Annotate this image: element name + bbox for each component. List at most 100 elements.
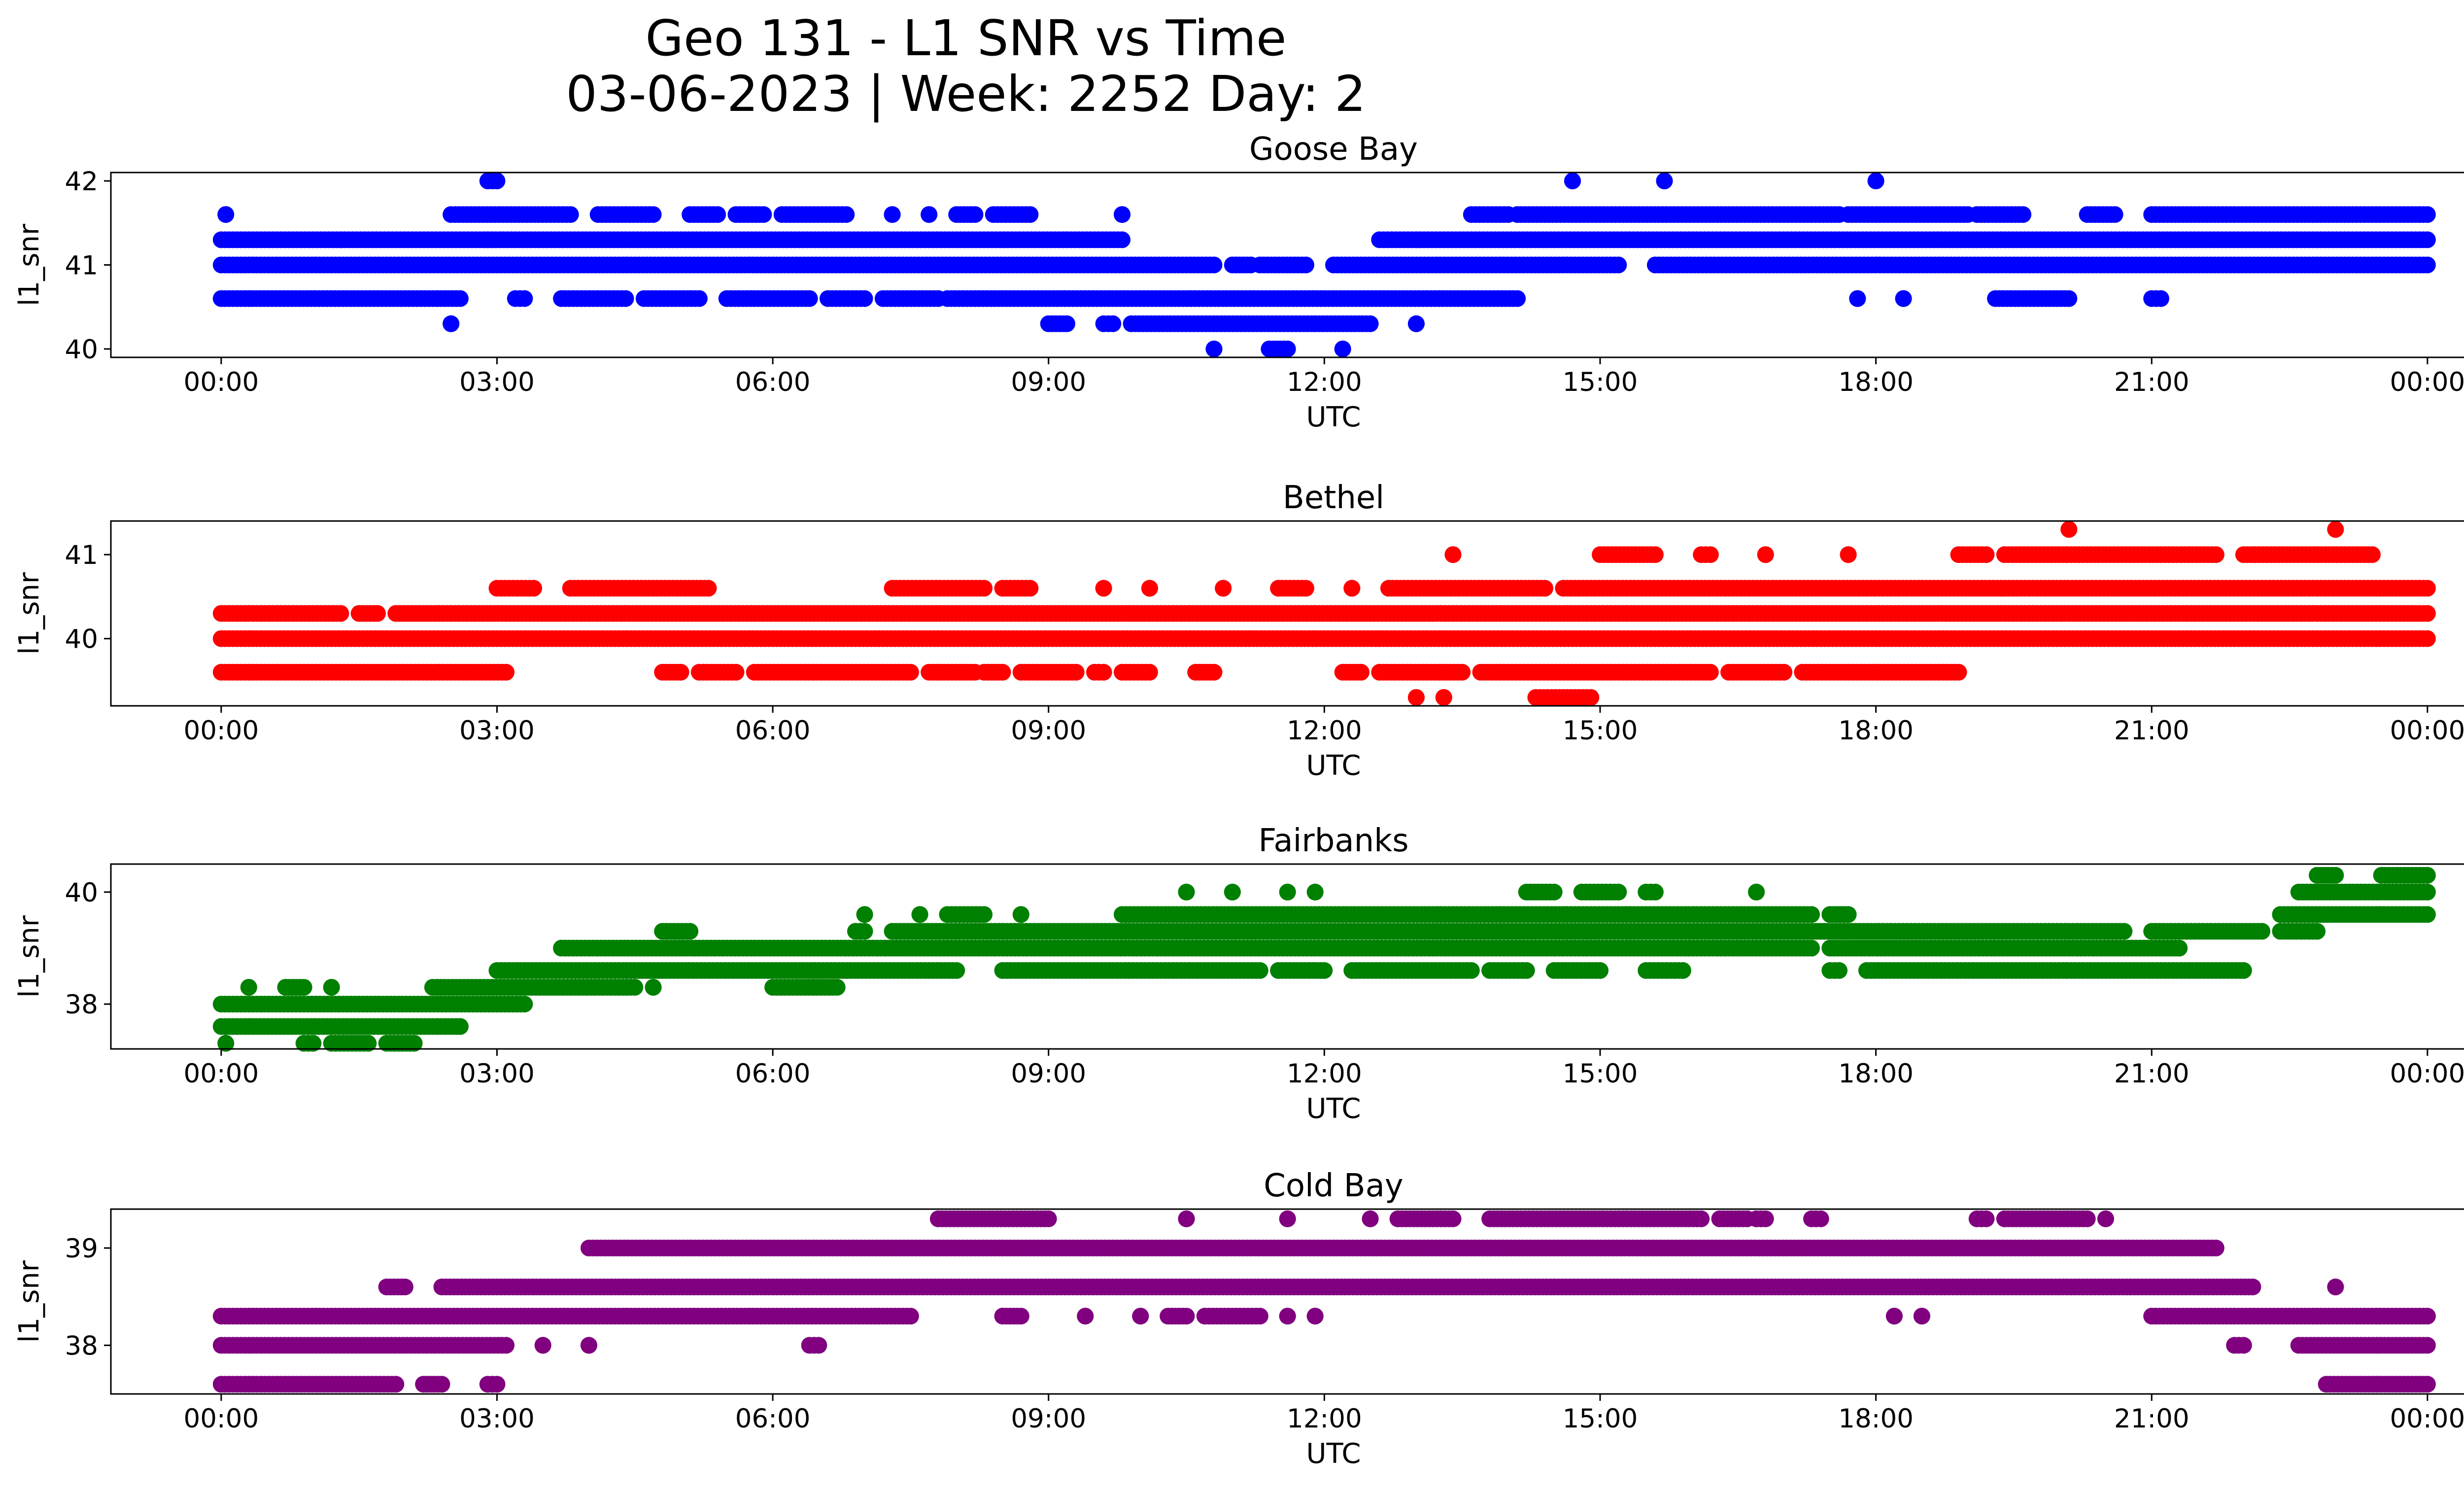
data-point (856, 290, 873, 307)
panel-title: Bethel (1283, 480, 1384, 516)
data-point (2327, 521, 2344, 538)
data-point (525, 580, 543, 597)
data-point (1095, 580, 1112, 597)
data-point (1435, 689, 1452, 706)
data-point (1022, 580, 1039, 597)
data-point (2235, 962, 2252, 979)
data-point (1803, 939, 1820, 957)
data-point (323, 979, 340, 996)
data-point (727, 663, 745, 681)
data-point (856, 923, 873, 940)
data-point (1362, 315, 1379, 332)
data-point (1656, 173, 1673, 189)
x-tick-label: 00:00 (183, 367, 259, 397)
x-tick-label: 15:00 (1563, 367, 1638, 397)
x-tick-label: 18:00 (1838, 716, 1914, 746)
data-point (966, 206, 984, 223)
data-point (1610, 256, 1627, 274)
data-point (562, 206, 579, 223)
data-point (617, 290, 634, 307)
data-point (976, 580, 993, 597)
x-tick-label: 03:00 (459, 716, 535, 746)
data-point (1114, 231, 1130, 248)
data-point (1407, 315, 1425, 332)
panel-title: Fairbanks (1258, 823, 1408, 859)
data-point (1950, 663, 1967, 681)
data-point (1067, 663, 1085, 681)
data-point (902, 663, 919, 681)
data-point (1702, 546, 1719, 563)
data-point (626, 979, 644, 996)
data-point (443, 315, 460, 332)
data-point (1251, 962, 1268, 979)
data-point (295, 979, 312, 996)
data-point (2106, 206, 2123, 223)
data-point (1518, 962, 1535, 979)
data-point (1757, 546, 1774, 563)
y-tick-label: 42 (65, 167, 98, 197)
x-tick-label: 15:00 (1563, 716, 1638, 746)
x-tick-label: 06:00 (735, 716, 811, 746)
x-tick-label: 06:00 (735, 367, 811, 397)
data-point (1298, 256, 1314, 274)
data-point (921, 206, 938, 223)
data-point (1205, 256, 1223, 274)
data-point (1215, 580, 1232, 597)
x-tick-label: 03:00 (459, 367, 535, 397)
data-point (2207, 546, 2224, 563)
data-point (645, 206, 662, 223)
data-point (682, 923, 699, 940)
data-point (700, 580, 717, 597)
data-point (217, 206, 235, 223)
data-point (1353, 663, 1369, 681)
data-point (1895, 290, 1912, 307)
data-point (1537, 580, 1553, 597)
data-point (948, 962, 965, 979)
data-points (212, 173, 2436, 357)
data-point (516, 290, 533, 307)
data-point (1205, 663, 1223, 681)
data-point (1407, 689, 1425, 706)
data-point (1095, 663, 1112, 681)
data-point (240, 979, 257, 996)
figure-title-line-1: Geo 131 - L1 SNR vs Time (646, 9, 1287, 67)
data-point (451, 290, 469, 307)
data-point (1059, 315, 1075, 332)
data-point (1141, 580, 1158, 597)
y-axis-label: l1_snr (13, 223, 45, 306)
y-tick-label: 40 (65, 625, 98, 655)
y-tick-label: 41 (65, 251, 98, 281)
figure-title-line-2: 03-06-2023 | Week: 2252 Day: 2 (566, 65, 1366, 123)
data-point (1316, 962, 1333, 979)
data-point (1592, 962, 1608, 979)
data-point (828, 979, 846, 996)
x-axis-label: UTC (1306, 401, 1361, 433)
data-point (1674, 962, 1691, 979)
data-point (755, 206, 772, 223)
data-point (1509, 290, 1526, 307)
x-tick-label: 21:00 (2114, 367, 2190, 397)
data-point (1298, 580, 1314, 597)
data-point (2152, 290, 2169, 307)
x-tick-label: 18:00 (1838, 367, 1914, 397)
data-point (451, 1018, 469, 1035)
data-point (709, 206, 726, 223)
data-point (2363, 546, 2381, 563)
x-tick-label: 12:00 (1287, 716, 1362, 746)
data-point (2060, 521, 2078, 538)
data-point (672, 663, 689, 681)
data-point (2419, 580, 2436, 597)
y-tick-label: 40 (65, 335, 98, 365)
data-point (488, 173, 506, 189)
data-point (994, 663, 1011, 681)
data-point (2419, 231, 2436, 248)
data-point (1702, 663, 1719, 681)
x-tick-label: 00:00 (2390, 367, 2464, 397)
data-point (2060, 290, 2078, 307)
x-tick-label: 21:00 (2114, 716, 2190, 746)
